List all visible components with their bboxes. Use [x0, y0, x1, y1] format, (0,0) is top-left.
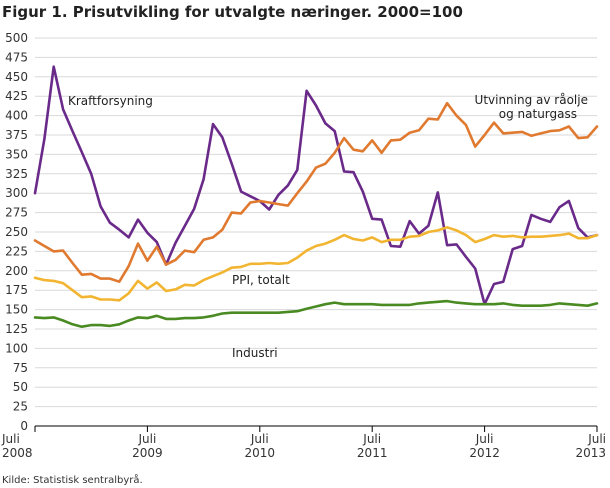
y-tick-label: 325	[5, 167, 28, 181]
x-axis-tick-labels: Juli2008Juli2009Juli2010Juli2011Juli2012…	[1, 426, 606, 460]
y-tick-label: 50	[13, 380, 28, 394]
y-tick-label: 400	[5, 109, 28, 123]
y-tick-label: 25	[13, 400, 28, 414]
series-line-industri	[33, 299, 599, 329]
x-tick-label-year: 2009	[132, 446, 163, 460]
series-line-kraftforsyning	[33, 65, 599, 306]
series-label: Utvinning av råolje	[475, 93, 588, 107]
source-note: Kilde: Statistisk sentralbyrå.	[2, 473, 143, 486]
y-tick-label: 225	[5, 244, 28, 258]
y-tick-label: 250	[5, 225, 28, 239]
y-tick-label: 375	[5, 128, 28, 142]
series-line-ppi-totalt	[33, 226, 599, 302]
y-tick-label: 450	[5, 70, 28, 84]
series-label: Industri	[232, 346, 278, 360]
x-tick-label-year: 2012	[469, 446, 500, 460]
x-tick-label-year: 2013	[575, 446, 606, 460]
x-tick-label-month: Juli	[137, 432, 156, 446]
y-tick-label: 350	[5, 147, 28, 161]
series-label: og naturgass	[499, 107, 577, 121]
y-tick-label: 125	[5, 322, 28, 336]
x-tick-label-month: Juli	[475, 432, 494, 446]
series-label: PPI, totalt	[232, 273, 290, 287]
series-label: Kraftforsyning	[68, 94, 153, 108]
y-tick-label: 75	[13, 361, 28, 375]
x-tick-label-year: 2010	[245, 446, 276, 460]
x-tick-label-month: Juli	[587, 432, 606, 446]
y-tick-label: 0	[20, 419, 28, 433]
y-axis-tick-labels: 0 25 50 75 100 125 150 175 200 225 250 275 300 325 350…	[5, 31, 28, 433]
grid-lines	[35, 37, 597, 408]
y-tick-label: 300	[5, 186, 28, 200]
y-tick-label: 275	[5, 206, 28, 220]
x-tick-label-year: 2008	[2, 446, 33, 460]
x-tick-label-month: Juli	[250, 432, 269, 446]
y-tick-label: 150	[5, 303, 28, 317]
y-tick-label: 100	[5, 341, 28, 355]
x-tick-label-month: Juli	[362, 432, 381, 446]
x-tick-label-month: Juli	[1, 432, 20, 446]
x-tick-label-year: 2011	[357, 446, 388, 460]
y-tick-label: 200	[5, 264, 28, 278]
y-tick-label: 175	[5, 283, 28, 297]
y-tick-label: 475	[5, 50, 28, 64]
chart-title: Figur 1. Prisutvikling for utvalgte næri…	[2, 3, 463, 21]
series-lines	[33, 65, 599, 329]
y-tick-label: 500	[5, 31, 28, 45]
y-tick-label: 425	[5, 89, 28, 103]
series-line-utvinning-av-r-olje-og-naturgass	[33, 101, 599, 284]
